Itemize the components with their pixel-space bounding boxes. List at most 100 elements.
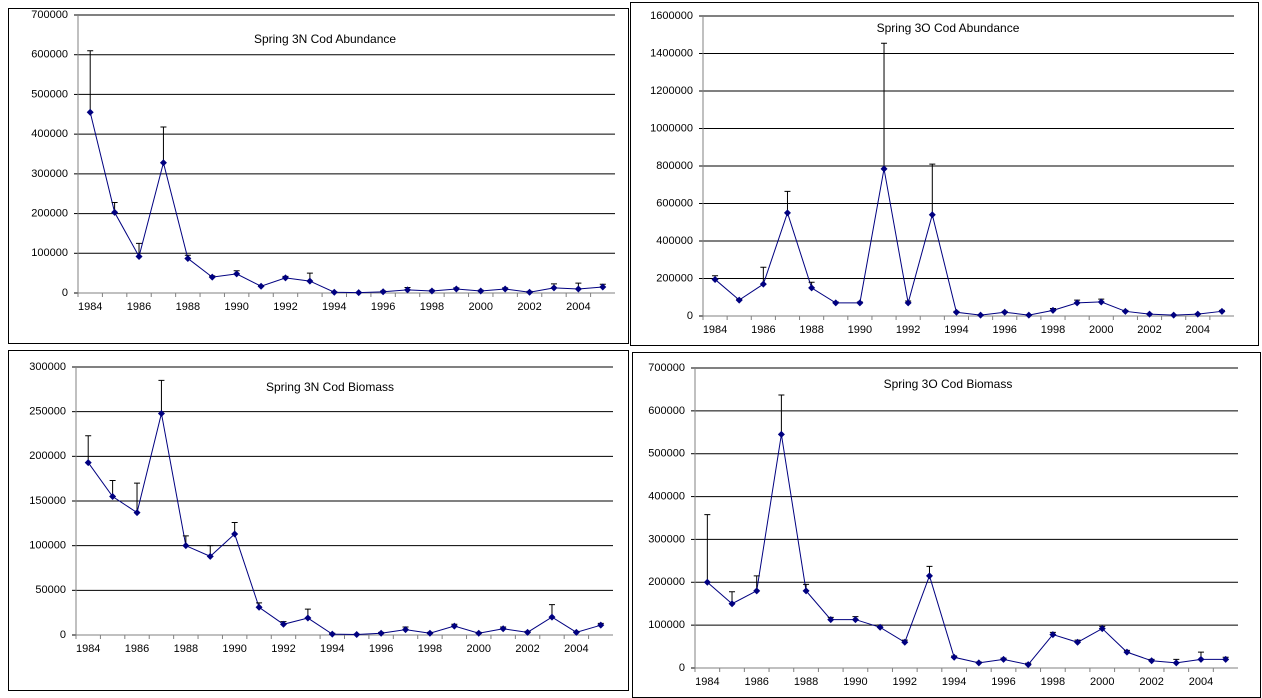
data-point — [304, 614, 312, 622]
y-tick-label: 1000000 — [650, 122, 693, 134]
data-point — [753, 587, 761, 595]
x-tick-label: 2004 — [1189, 676, 1213, 688]
y-tick-label: 600000 — [31, 49, 68, 61]
data-point — [711, 275, 719, 283]
data-point — [950, 653, 958, 661]
data-point — [477, 287, 485, 295]
x-tick-label: 1984 — [78, 301, 102, 313]
data-point — [135, 252, 143, 260]
y-tick-label: 300000 — [31, 168, 68, 180]
x-tick-label: 1986 — [744, 676, 768, 688]
y-tick-label: 700000 — [648, 362, 685, 374]
data-point — [499, 625, 507, 633]
chart-title: Spring 3N Cod Biomass — [266, 380, 394, 394]
data-point — [328, 630, 336, 638]
data-point — [1218, 307, 1226, 315]
x-tick-label: 1998 — [420, 301, 444, 313]
data-point — [735, 296, 743, 304]
x-tick-label: 1996 — [371, 301, 395, 313]
data-point — [231, 530, 239, 538]
x-tick-label: 1996 — [992, 324, 1016, 336]
y-tick-label: 0 — [687, 310, 693, 322]
data-point — [599, 283, 607, 291]
y-tick-label: 200000 — [31, 207, 68, 219]
data-point — [851, 616, 859, 624]
data-point — [1170, 311, 1178, 319]
data-point — [255, 603, 263, 611]
data-point — [1098, 625, 1106, 633]
data-point — [728, 600, 736, 608]
x-tick-label: 1994 — [320, 643, 344, 655]
x-tick-label: 2000 — [467, 643, 491, 655]
x-tick-label: 2000 — [1089, 324, 1113, 336]
y-tick-label: 1200000 — [650, 85, 693, 97]
data-point — [475, 629, 483, 637]
data-point — [379, 288, 387, 296]
data-point — [597, 621, 605, 629]
y-tick-label: 0 — [62, 287, 68, 299]
x-tick-label: 2004 — [1186, 324, 1210, 336]
data-point — [928, 211, 936, 219]
data-point — [524, 628, 532, 636]
y-tick-label: 600000 — [656, 197, 693, 209]
x-tick-label: 1988 — [174, 643, 198, 655]
error-bar — [87, 50, 94, 113]
data-point — [353, 631, 361, 639]
data-point — [1049, 306, 1057, 314]
data-point — [428, 287, 436, 295]
data-point — [1073, 299, 1081, 307]
x-tick-label: 1988 — [176, 301, 200, 313]
y-tick-label: 500000 — [648, 448, 685, 460]
data-point — [281, 274, 289, 282]
data-point — [526, 288, 534, 296]
x-tick-label: 1998 — [1041, 676, 1065, 688]
data-point — [111, 208, 119, 216]
y-tick-label: 150000 — [29, 495, 66, 507]
y-tick-label: 1400000 — [650, 47, 693, 59]
data-point — [355, 289, 363, 297]
data-point — [1097, 298, 1105, 306]
y-tick-label: 400000 — [656, 235, 693, 247]
chart-title: Spring 3O Cod Biomass — [884, 377, 1013, 391]
y-tick-label: 1600000 — [650, 10, 693, 22]
x-tick-label: 1998 — [1041, 324, 1065, 336]
x-tick-label: 1990 — [224, 301, 248, 313]
y-tick-label: 600000 — [648, 405, 685, 417]
x-tick-label: 1988 — [799, 324, 823, 336]
y-tick-label: 400000 — [31, 128, 68, 140]
x-tick-label: 1996 — [991, 676, 1015, 688]
x-tick-label: 1984 — [76, 643, 100, 655]
data-point — [1074, 638, 1082, 646]
chart-border — [8, 8, 629, 344]
data-point — [306, 277, 314, 285]
x-tick-label: 2004 — [564, 643, 588, 655]
data-point — [257, 282, 265, 290]
x-tick-label: 1986 — [125, 643, 149, 655]
data-point — [1172, 659, 1180, 667]
data-point — [1194, 310, 1202, 318]
x-tick-label: 1984 — [695, 676, 719, 688]
error-bar — [158, 379, 165, 414]
error-bar — [929, 163, 936, 215]
x-tick-label: 2004 — [566, 301, 590, 313]
data-point — [783, 209, 791, 217]
data-point — [1121, 307, 1129, 315]
data-point — [777, 430, 785, 438]
x-tick-label: 1986 — [751, 324, 775, 336]
series-line — [89, 112, 603, 294]
chart-title: Spring 3N Cod Abundance — [254, 32, 396, 46]
data-point — [1000, 655, 1008, 663]
y-tick-label: 200000 — [656, 272, 693, 284]
data-point — [279, 620, 287, 628]
data-point — [827, 616, 835, 624]
x-tick-label: 1994 — [322, 301, 346, 313]
x-tick-label: 1984 — [703, 324, 727, 336]
data-point — [1025, 311, 1033, 319]
error-bar — [881, 42, 888, 169]
data-point — [501, 285, 509, 293]
y-tick-label: 400000 — [648, 490, 685, 502]
x-tick-label: 1996 — [369, 643, 393, 655]
x-tick-label: 1994 — [942, 676, 966, 688]
y-tick-label: 700000 — [31, 9, 68, 21]
